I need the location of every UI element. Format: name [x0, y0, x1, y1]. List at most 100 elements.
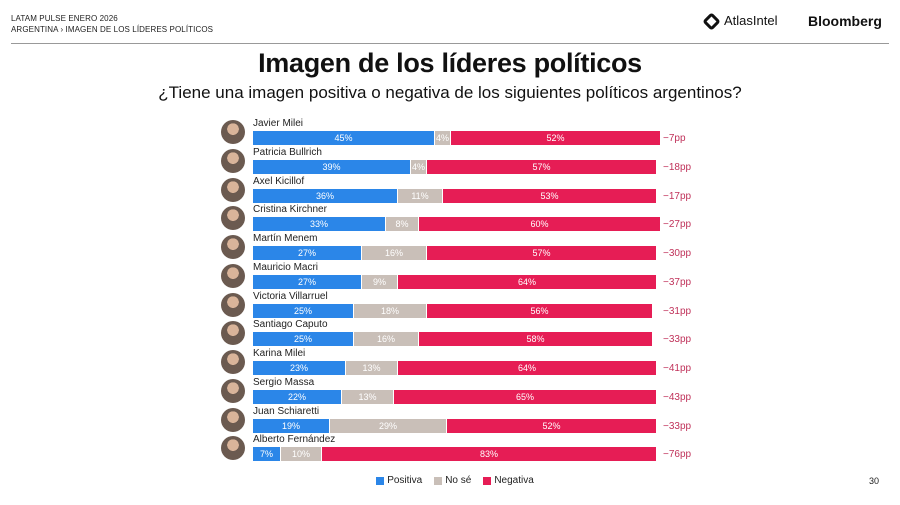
- bar-positiva: 36%: [253, 189, 397, 203]
- avatar: [221, 379, 245, 403]
- bar-positiva: 45%: [253, 131, 434, 145]
- politician-name: Javier Milei: [253, 118, 304, 129]
- politician-name: Santiago Caputo: [253, 319, 328, 330]
- avatar: [221, 293, 245, 317]
- legend-item-negativa: Negativa: [483, 475, 534, 486]
- bar-nos: 16%: [354, 332, 418, 346]
- bar-negativa: 52%: [447, 419, 656, 433]
- bar-value-label: 52%: [542, 421, 561, 431]
- bar-value-label: 11%: [411, 191, 429, 201]
- bar-value-label: 19%: [281, 421, 300, 431]
- bar-negativa: 58%: [419, 332, 652, 346]
- net-difference: −17pp: [663, 191, 692, 202]
- bar-value-label: 4%: [411, 162, 425, 172]
- header-divider: [11, 43, 889, 44]
- net-difference: −30pp: [663, 248, 692, 259]
- bar-value-label: 56%: [530, 306, 549, 316]
- bar-positiva: 39%: [253, 160, 410, 174]
- net-difference: −33pp: [663, 334, 692, 345]
- bar-positiva: 27%: [253, 246, 361, 260]
- avatar: [221, 436, 245, 460]
- avatar: [221, 350, 245, 374]
- bar-value-label: 57%: [532, 162, 551, 172]
- bar-negativa: 83%: [322, 447, 656, 461]
- bar-value-label: 13%: [362, 363, 381, 373]
- politician-name: Martín Menem: [253, 233, 318, 244]
- bar-value-label: 22%: [287, 392, 306, 402]
- net-difference: −76pp: [663, 449, 692, 460]
- bar-negativa: 56%: [427, 304, 652, 318]
- legend: Positiva No sé Negativa: [0, 475, 900, 486]
- bar-nos: 11%: [398, 189, 442, 203]
- bar-negativa: 57%: [427, 246, 656, 260]
- bar-value-label: 33%: [309, 219, 328, 229]
- bar-value-label: 23%: [289, 363, 308, 373]
- avatar: [221, 206, 245, 230]
- net-difference: −7pp: [663, 133, 686, 144]
- legend-label: Positiva: [387, 475, 423, 486]
- bar-value-label: 52%: [546, 133, 565, 143]
- chart-title: Imagen de los líderes políticos: [258, 48, 642, 78]
- bar-nos: 13%: [342, 390, 393, 404]
- bar-value-label: 18%: [380, 306, 399, 316]
- bar-value-label: 39%: [322, 162, 341, 172]
- atlasintel-diamond-icon: [702, 11, 721, 31]
- bar-value-label: 4%: [435, 133, 449, 143]
- net-difference: −43pp: [663, 392, 692, 403]
- bar-value-label: 16%: [384, 248, 403, 258]
- legend-swatch: [434, 476, 443, 485]
- avatar: [221, 235, 245, 259]
- bar-nos: 29%: [330, 419, 446, 433]
- bar-value-label: 10%: [291, 449, 310, 459]
- bloomberg-logo: Bloomberg: [808, 13, 882, 29]
- bar-negativa: 64%: [398, 361, 656, 375]
- politician-name: Axel Kicillof: [253, 176, 305, 187]
- avatar: [221, 120, 245, 144]
- legend-swatch: [376, 476, 385, 485]
- bar-nos: 9%: [362, 275, 397, 289]
- legend-item-positiva: Positiva: [376, 475, 422, 486]
- bar-positiva: 22%: [253, 390, 341, 404]
- bar-positiva: 27%: [253, 275, 361, 289]
- avatar: [221, 149, 245, 173]
- bar-value-label: 36%: [315, 191, 334, 201]
- bar-value-label: 8%: [395, 219, 409, 229]
- net-difference: −37pp: [663, 277, 692, 288]
- bar-negativa: 57%: [427, 160, 656, 174]
- politician-name: Cristina Kirchner: [253, 204, 327, 215]
- bar-value-label: 45%: [334, 133, 353, 143]
- report-name: LATAM PULSE ENERO 2026: [11, 14, 118, 23]
- bar-nos: 18%: [354, 304, 426, 318]
- bar-negativa: 53%: [443, 189, 656, 203]
- bar-value-label: 25%: [293, 334, 312, 344]
- bar-value-label: 25%: [293, 306, 312, 316]
- bar-nos: 10%: [281, 447, 321, 461]
- politician-name: Juan Schiaretti: [253, 406, 320, 417]
- bar-nos: 8%: [386, 217, 418, 231]
- bar-value-label: 65%: [515, 392, 534, 402]
- avatar: [221, 178, 245, 202]
- bar-value-label: 7%: [259, 449, 273, 459]
- politician-name: Patricia Bullrich: [253, 147, 322, 158]
- atlasintel-wordmark: AtlasIntel: [724, 13, 778, 28]
- avatar: [221, 408, 245, 432]
- bar-value-label: 53%: [540, 191, 559, 201]
- avatar: [221, 321, 245, 345]
- bar-nos: 4%: [411, 160, 426, 174]
- bar-value-label: 27%: [297, 248, 316, 258]
- net-difference: −18pp: [663, 162, 692, 173]
- bar-value-label: 58%: [526, 334, 545, 344]
- bar-positiva: 25%: [253, 304, 353, 318]
- politician-name: Sergio Massa: [253, 377, 315, 388]
- net-difference: −31pp: [663, 306, 692, 317]
- bar-nos: 4%: [435, 131, 450, 145]
- legend-label: Negativa: [494, 475, 534, 486]
- breadcrumb: ARGENTINA › IMAGEN DE LOS LÍDERES POLÍTI…: [11, 25, 214, 34]
- bar-positiva: 33%: [253, 217, 385, 231]
- net-difference: −33pp: [663, 421, 692, 432]
- atlasintel-logo: AtlasIntel: [702, 11, 778, 31]
- bar-negativa: 60%: [419, 217, 660, 231]
- bar-positiva: 25%: [253, 332, 353, 346]
- politician-name: Karina Milei: [253, 348, 306, 359]
